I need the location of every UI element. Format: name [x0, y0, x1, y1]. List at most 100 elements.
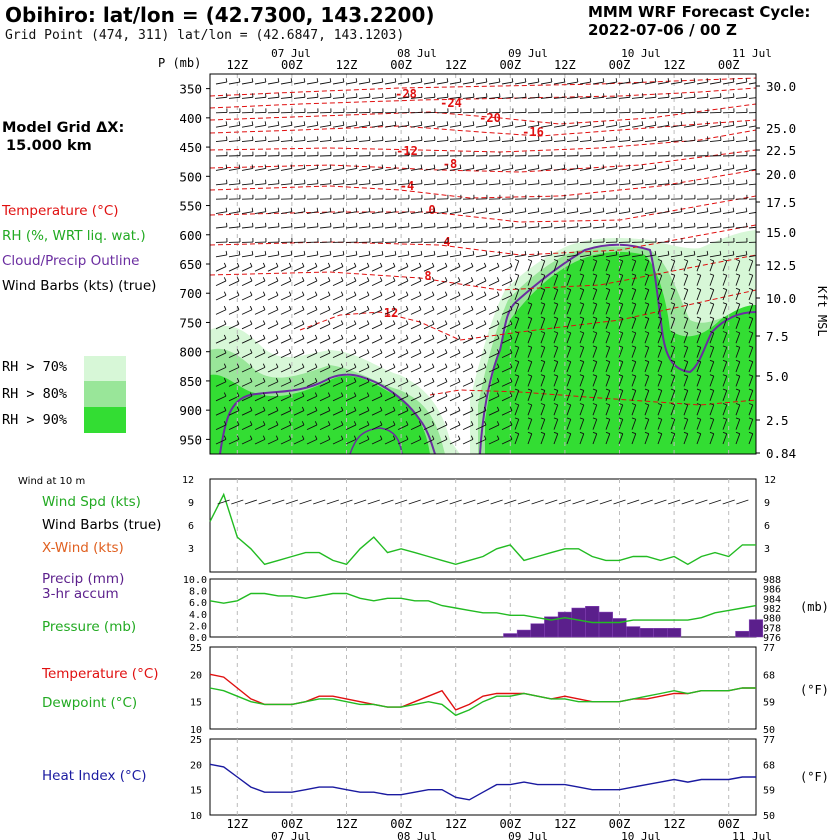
wind-barb-shaft: [540, 375, 546, 387]
wind-barb-flag: [589, 164, 592, 169]
wind-barb-flag: [618, 374, 623, 377]
wind-barb-flag: [706, 164, 709, 169]
wind-barb-shaft: [475, 323, 487, 330]
wind-barb-flag: [353, 421, 357, 426]
wind-barb-flag: [670, 417, 675, 420]
wind-barb-flag: [392, 363, 396, 368]
wind-barb-shaft: [527, 211, 539, 215]
wind-y-tick-left: 3: [188, 544, 194, 555]
wind-barb-shaft: [605, 226, 617, 229]
wind-barb-shaft: [254, 438, 266, 445]
wind-barb-flag: [290, 207, 293, 212]
wind-barb-shaft: [358, 366, 370, 373]
wind-barb-flag: [262, 363, 266, 368]
wind-barb-flag: [249, 277, 253, 282]
wind-barb-shaft: [670, 211, 682, 215]
wind-barb-flag: [288, 320, 292, 325]
wind-barb-shaft: [215, 381, 227, 387]
wind-barb-shaft: [540, 419, 546, 430]
wind-barb-shaft: [683, 332, 689, 344]
wind-barb-shaft: [410, 226, 422, 229]
wind-barb-shaft: [267, 438, 279, 445]
wind-barb-flag: [631, 302, 636, 305]
wind-barb-flag: [290, 78, 293, 83]
grid-spacing-value: 15.000 km: [6, 138, 92, 154]
wind-barb-shaft: [319, 81, 331, 85]
surface-wind-barb: [736, 499, 749, 505]
wind-barb-shaft: [228, 168, 240, 171]
wind-barb-shaft: [670, 183, 682, 186]
bottom-time-tick-label: 00Z: [609, 817, 631, 831]
wind-barb-flag: [631, 273, 636, 276]
wind-barb-shaft: [384, 266, 396, 272]
wind-barb-flag: [329, 78, 332, 83]
pressure-tick-label: 750: [179, 315, 202, 330]
wind-barb-flag: [563, 164, 566, 169]
wind-barb-flag: [498, 207, 501, 212]
heat-y-tick-c: 25: [190, 735, 202, 746]
wind-barb-flag: [722, 331, 727, 334]
wind-barb-shaft: [345, 280, 357, 287]
wind-barb-shaft: [215, 438, 227, 445]
wind-barb-shaft: [462, 438, 474, 445]
temperature-contour-line: [210, 195, 756, 223]
wind-barb-shaft: [345, 338, 357, 344]
wind-barb-shaft: [410, 438, 422, 445]
wind-barb-shaft: [306, 124, 318, 128]
surface-wind-barb: [640, 499, 653, 505]
wind-barb-flag: [496, 277, 500, 282]
precip-y-tick: 2.0: [189, 621, 207, 632]
wind-barb-shaft: [332, 381, 344, 387]
wind-barb-flag: [514, 431, 519, 435]
wind-barb-flag: [553, 388, 558, 391]
wind-barb-shaft: [462, 424, 474, 431]
wind-barb-shaft: [371, 211, 383, 215]
wind-barb-shaft: [410, 96, 422, 99]
wind-barb-shaft: [241, 124, 253, 128]
wind-barb-shaft: [371, 309, 383, 315]
wind-barb-shaft: [475, 124, 487, 128]
wind-barb-shaft: [631, 303, 637, 315]
wind-barb-flag: [381, 207, 384, 212]
wind-barb-flag: [366, 334, 370, 339]
wind-barb-flag: [457, 291, 461, 296]
wind-barb-flag: [719, 121, 722, 126]
wind-barb-flag: [290, 121, 293, 126]
wind-barb-shaft: [501, 395, 513, 402]
wind-barb-shaft: [319, 352, 331, 359]
surface-wind-barb: [435, 499, 449, 505]
wind-barb-shaft: [605, 419, 611, 430]
cloud-outline-right: [479, 243, 756, 454]
wind-barb-shaft: [566, 81, 578, 85]
wind-barb-flag: [340, 305, 344, 310]
wind-barb-shaft: [644, 140, 656, 143]
wind-barb-flag: [618, 417, 623, 420]
wind-barb-flag: [496, 421, 500, 426]
wind-barb-flag: [327, 435, 331, 440]
wind-barb-shaft: [618, 332, 624, 344]
surface-wind-barb: [654, 499, 667, 505]
wind-barb-flag: [709, 388, 714, 391]
wind-barb-flag: [722, 403, 727, 406]
wind-barb-shaft: [254, 280, 266, 287]
wind-barb-shaft: [592, 303, 598, 315]
wind-barb-flag: [631, 374, 636, 377]
wind-barb-flag: [223, 435, 227, 440]
wind-barb-flag: [392, 406, 396, 411]
wind-barb-flag: [618, 302, 623, 305]
temperature-contour-line: [210, 119, 756, 137]
precip-y-tick: 0.0: [189, 633, 207, 644]
wind-barb-flag: [605, 374, 610, 377]
wind-barb-flag: [735, 302, 740, 305]
wind-barb-shaft: [306, 309, 318, 315]
wind-barb-flag: [553, 359, 558, 363]
wind-barb-flag: [379, 421, 383, 426]
precip-bar: [735, 630, 750, 638]
wind-barb-flag: [683, 302, 688, 305]
wind-barb-shaft: [735, 419, 741, 430]
wind-barb-shaft: [735, 275, 741, 286]
wind-barb-shaft: [696, 275, 702, 286]
wind-barb-flag: [407, 250, 410, 255]
wind-barb-flag: [251, 207, 254, 212]
wind-barb-shaft: [228, 424, 240, 431]
